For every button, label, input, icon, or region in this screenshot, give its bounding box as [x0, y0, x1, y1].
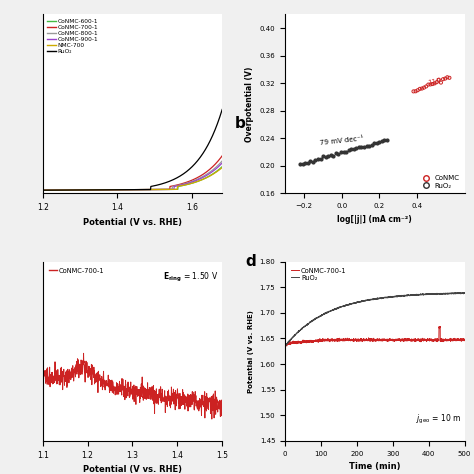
Point — [342, 148, 350, 155]
Point — [319, 153, 327, 160]
Point — [309, 158, 317, 165]
Point — [378, 137, 386, 145]
Legend: CoNMC-700-1: CoNMC-700-1 — [46, 265, 107, 276]
Point — [427, 81, 434, 88]
Line: RuO₂: RuO₂ — [285, 293, 465, 346]
Point — [444, 73, 451, 81]
Text: $\mathbf{E_{ring}}$ = 1.50 V: $\mathbf{E_{ring}}$ = 1.50 V — [163, 271, 219, 283]
Point — [416, 85, 424, 92]
CoNMC-700-1 — [456, 337, 462, 343]
Point — [301, 159, 309, 167]
Point — [296, 161, 304, 168]
Point — [355, 144, 363, 151]
Legend: CoNMC, RuO₂: CoNMC, RuO₂ — [418, 174, 461, 190]
Point — [420, 84, 428, 91]
CoNMC-700-1 — [438, 324, 443, 329]
Point — [353, 144, 360, 152]
Y-axis label: Overpotential (V): Overpotential (V) — [245, 66, 254, 142]
Point — [340, 149, 347, 156]
Point — [327, 151, 335, 159]
RuO₂ — [462, 290, 467, 296]
Point — [437, 79, 445, 86]
RuO₂ — [424, 291, 429, 296]
Point — [371, 140, 378, 147]
CoNMC-700-1 — [282, 342, 288, 347]
Point — [365, 142, 373, 149]
Text: $j_{\rm geo}$ = 10 m: $j_{\rm geo}$ = 10 m — [416, 413, 461, 427]
X-axis label: Potential (V vs. RHE): Potential (V vs. RHE) — [83, 465, 182, 474]
Text: d: d — [246, 255, 256, 269]
CoNMC-700-1 — [456, 337, 462, 342]
Point — [375, 138, 383, 146]
Point — [431, 80, 438, 87]
RuO₂ — [370, 297, 375, 302]
Point — [360, 144, 368, 151]
Point — [435, 76, 443, 83]
Point — [324, 152, 332, 160]
CoNMC-700-1 — [370, 337, 375, 343]
RuO₂ — [292, 333, 297, 338]
RuO₂ — [456, 291, 462, 296]
RuO₂ — [455, 290, 461, 296]
Y-axis label: Potential (V vs. RHE): Potential (V vs. RHE) — [248, 310, 254, 392]
Point — [299, 160, 307, 168]
Point — [329, 152, 337, 159]
Point — [412, 88, 419, 95]
Point — [410, 88, 417, 95]
Point — [363, 143, 370, 150]
Legend: CoNMC-700-1, RuO₂: CoNMC-700-1, RuO₂ — [288, 265, 349, 283]
Point — [304, 159, 311, 167]
Point — [433, 78, 440, 86]
Point — [428, 80, 436, 88]
Point — [439, 75, 447, 83]
CoNMC-700-1 — [292, 340, 297, 346]
Point — [312, 156, 319, 164]
Point — [414, 86, 421, 94]
Point — [383, 136, 391, 144]
Point — [314, 155, 322, 163]
Legend: CoNMC-600-1, CoNMC-700-1, CoNMC-800-1, CoNMC-900-1, NMC-700, RuO₂: CoNMC-600-1, CoNMC-700-1, CoNMC-800-1, C… — [46, 17, 100, 55]
RuO₂ — [456, 291, 462, 296]
Point — [368, 141, 375, 149]
Text: 110: 110 — [428, 78, 442, 86]
RuO₂ — [282, 343, 288, 349]
Point — [441, 75, 449, 82]
Point — [322, 154, 329, 161]
Point — [307, 157, 314, 165]
CoNMC-700-1 — [462, 337, 467, 343]
Point — [373, 139, 381, 146]
Point — [381, 137, 388, 144]
Point — [350, 145, 357, 153]
CoNMC-700-1 — [365, 337, 371, 343]
X-axis label: Potential (V vs. RHE): Potential (V vs. RHE) — [83, 218, 182, 227]
X-axis label: Time (min): Time (min) — [349, 462, 401, 471]
Point — [358, 144, 365, 151]
Point — [418, 85, 426, 92]
X-axis label: log[|j|] (mA cm⁻²): log[|j|] (mA cm⁻²) — [337, 215, 412, 224]
Point — [335, 150, 342, 157]
Point — [317, 155, 324, 163]
CoNMC-700-1 — [283, 344, 288, 349]
CoNMC-700-1 — [424, 338, 429, 344]
RuO₂ — [283, 343, 288, 349]
Text: b: b — [235, 117, 246, 131]
Point — [332, 150, 340, 157]
Point — [345, 146, 353, 154]
RuO₂ — [365, 298, 371, 303]
Point — [422, 82, 430, 90]
Point — [446, 74, 453, 82]
Point — [347, 146, 355, 153]
Point — [337, 148, 345, 156]
Text: 79 mV dec⁻¹: 79 mV dec⁻¹ — [319, 135, 364, 146]
Line: CoNMC-700-1: CoNMC-700-1 — [285, 327, 465, 346]
Point — [425, 81, 432, 88]
